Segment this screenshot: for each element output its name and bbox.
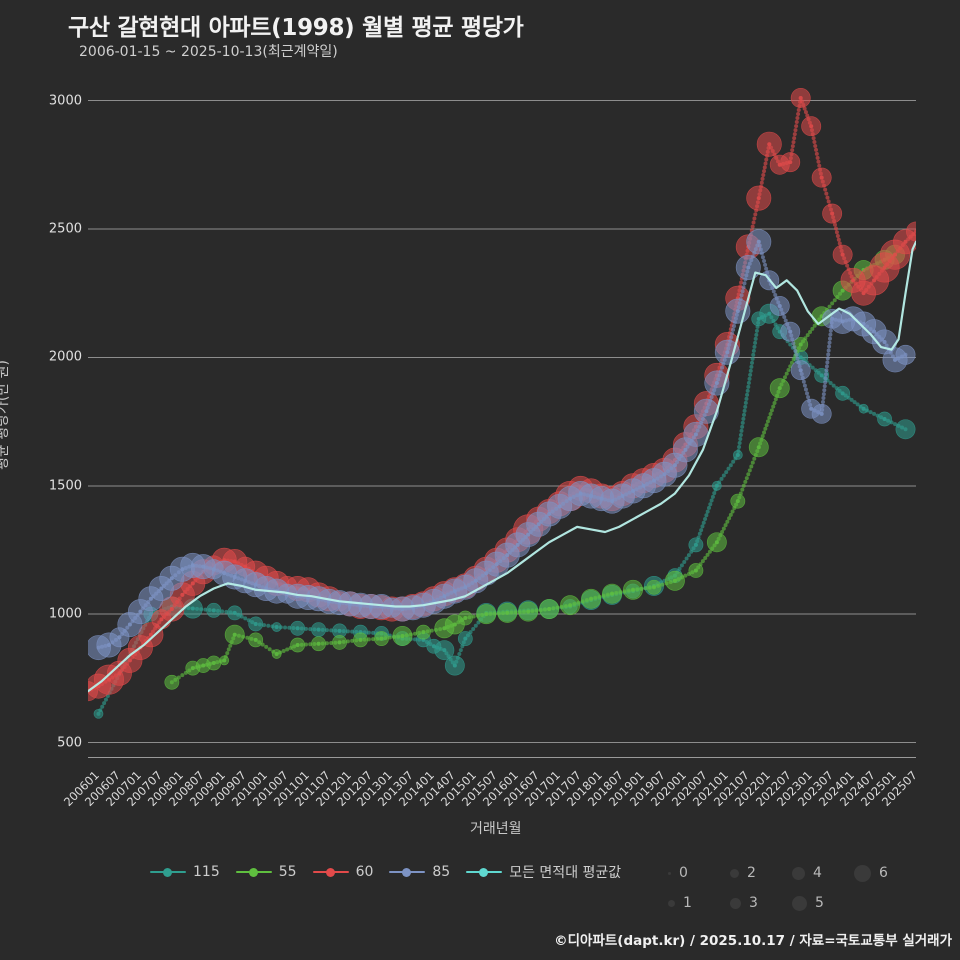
legend-item-85[interactable]: 85: [389, 864, 450, 880]
series-legend[interactable]: 115 55 60 85 모든 면적대 평균값: [150, 862, 637, 882]
size-legend-label: 2: [747, 865, 756, 881]
legend-item-55[interactable]: 55: [235, 864, 297, 880]
legend-item-115[interactable]: 115: [150, 864, 220, 880]
x-axis-ticks: 200601 200607 200701 200707 200801 200807 2009…: [0, 760, 960, 820]
size-legend-dot-icon: [730, 897, 741, 909]
legend-item-모든 면적대 평균값[interactable]: 모든 면적대 평균값: [466, 862, 621, 882]
y-tick-label: 1500: [48, 478, 82, 494]
size-legend-dot-icon: [854, 864, 871, 882]
legend-item-label: 60: [355, 864, 374, 880]
size-legend-entry: 2: [730, 865, 792, 881]
series-85: [88, 229, 916, 661]
legend-swatch-icon: [150, 865, 186, 879]
legend-item-label: 85: [432, 864, 451, 880]
legend-swatch-icon: [312, 865, 349, 879]
legend-item-label: 모든 면적대 평균값: [509, 865, 622, 881]
size-legend-entry: 4: [792, 865, 854, 881]
size-legend-entry: 6: [854, 864, 916, 882]
legend-swatch-icon: [235, 865, 272, 879]
legend-item-label: 55: [278, 864, 297, 880]
size-legend-entry: 0: [668, 865, 730, 881]
size-legend-dot-icon: [668, 871, 671, 875]
y-tick-label: 500: [57, 735, 82, 751]
size-legend-entry: 1: [668, 895, 730, 911]
footer-credit: ©디아파트(dapt.kr) / 2025.10.17 / 자료=국토교통부 실…: [554, 933, 952, 949]
size-legend-dot-icon: [668, 899, 675, 907]
size-legend-dot-icon: [792, 895, 807, 911]
size-legend-row: 1 3 5: [668, 888, 918, 918]
size-legend-dot-icon: [730, 868, 739, 878]
size-legend-entry: 3: [730, 895, 792, 911]
legend-swatch-icon: [466, 865, 503, 879]
size-legend-label: 0: [679, 865, 688, 881]
y-axis-ticks: 500 1000 1500 2000 2500 3000: [0, 80, 82, 758]
size-legend: 0 2 4 6 1 3 5: [668, 858, 918, 918]
legend-item-label: 115: [193, 864, 220, 880]
size-legend-label: 6: [879, 865, 888, 881]
chart-plot-area[interactable]: [88, 80, 916, 758]
chart-canvas: [88, 88, 916, 758]
size-legend-label: 4: [813, 865, 822, 881]
size-legend-label: 1: [683, 895, 692, 911]
size-legend-label: 5: [815, 895, 824, 911]
y-tick-label: 2000: [48, 349, 82, 365]
legend-item-60[interactable]: 60: [312, 864, 374, 880]
x-axis-label: 거래년월: [470, 821, 522, 837]
series-모든 면적대 평균값: [88, 240, 916, 693]
y-tick-label: 1000: [48, 606, 82, 622]
size-legend-label: 3: [749, 895, 758, 911]
size-legend-row: 0 2 4 6: [668, 858, 918, 888]
legend-swatch-icon: [389, 865, 426, 879]
y-tick-label: 2500: [48, 221, 82, 237]
size-legend-dot-icon: [792, 866, 805, 880]
size-legend-entry: 5: [792, 895, 854, 911]
y-tick-label: 3000: [48, 93, 82, 109]
page-title: 구산 갈현현대 아파트(1998) 월별 평균 평당가: [68, 15, 524, 41]
page-subtitle: 2006-01-15 ~ 2025-10-13(최근계약일): [79, 44, 338, 60]
